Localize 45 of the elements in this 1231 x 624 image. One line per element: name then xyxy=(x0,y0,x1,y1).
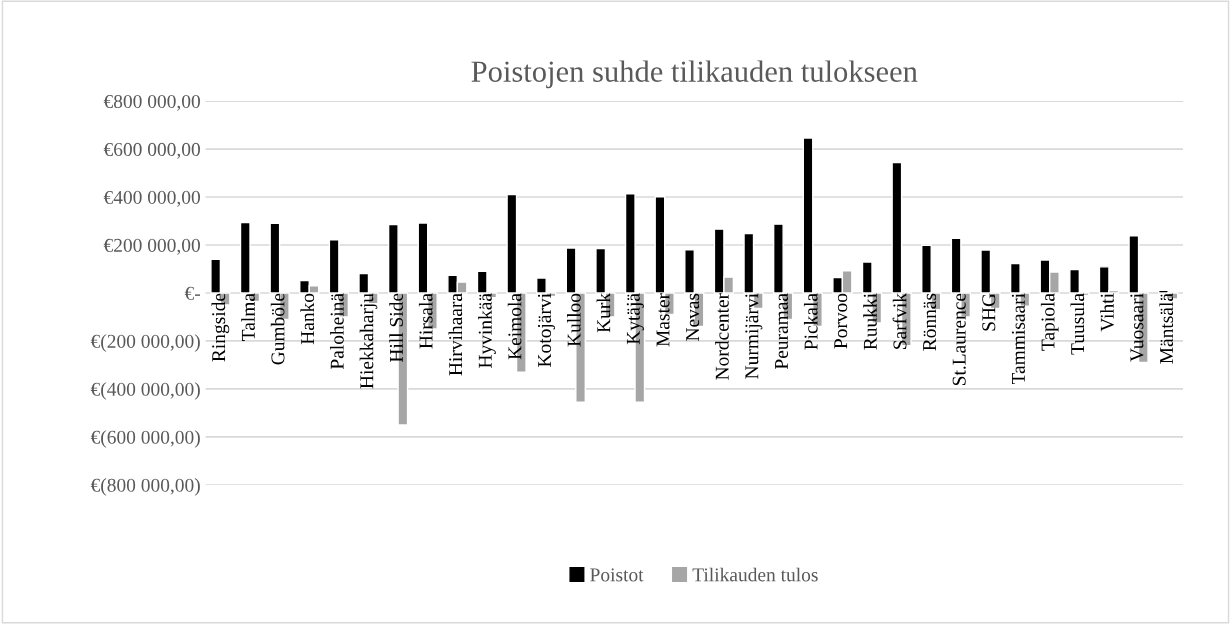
x-tick-label: Hanko xyxy=(300,293,315,345)
y-tick-label: €(800 000,00) xyxy=(90,478,200,496)
x-tick-label: Tapiola xyxy=(1040,293,1059,351)
x-tick-label: Porvoo xyxy=(834,293,848,349)
x-tick-label: Nordcenter xyxy=(715,293,729,380)
x-tick-label: Nurmijärvi xyxy=(745,293,763,379)
x-tick-label: Peuramaa xyxy=(775,293,789,370)
x-tick-label: Rönnäs xyxy=(923,293,937,351)
x-tick-label: Master xyxy=(656,293,670,347)
chart-title: Poistojen suhde tilikauden tulokseen xyxy=(471,60,918,89)
x-tick-label: Hyvinkää xyxy=(478,293,496,369)
x-tick-label: Kurk xyxy=(596,292,611,333)
x-tick-label: Gumböle xyxy=(270,293,285,365)
x-tick-label: Kotojärvi xyxy=(537,293,556,367)
x-tick-label: Vihti xyxy=(1100,293,1114,332)
x-tick-label: Vuosaari xyxy=(1130,293,1144,362)
legend-label: Tilikauden tulos xyxy=(692,567,818,582)
y-tick-label: €(200 000,00) xyxy=(90,334,200,352)
y-tick-label: €800 000,00 xyxy=(103,94,200,111)
x-tick-label: Ringside xyxy=(211,293,230,362)
x-tick-label: Paloheinä xyxy=(330,293,344,370)
x-tick-label: Hiekkaharju xyxy=(359,293,378,389)
x-tick-label: Pickala xyxy=(803,293,818,350)
x-tick-label: Hill Side xyxy=(389,293,403,363)
y-tick-label: €600 000,00 xyxy=(103,142,200,159)
x-tick-label: Mäntsälä xyxy=(1159,293,1174,364)
x-tick-label: SHG xyxy=(982,293,996,331)
y-tick-label: €(600 000,00) xyxy=(90,430,200,448)
x-tick-label: St.Laurence xyxy=(952,293,966,386)
x-tick-label: Kulloo xyxy=(566,293,581,347)
x-tick-label: Ruukki xyxy=(863,293,877,350)
x-tick-label: Tammisaari xyxy=(1011,293,1025,385)
y-tick-label: €- xyxy=(184,286,201,300)
x-tick-label: Nevas xyxy=(686,293,700,341)
y-tick-label: €200 000,00 xyxy=(103,238,200,255)
y-tick-label: €400 000,00 xyxy=(103,190,200,207)
x-tick-label: Talma xyxy=(241,293,255,341)
x-tick-label: Tuusula xyxy=(1070,293,1085,355)
x-tick-label: Hirvihaara xyxy=(448,293,463,376)
x-tick-label: Hirsala xyxy=(418,293,433,349)
x-tick-label: Sarfvik xyxy=(892,292,907,349)
y-tick-label: €(400 000,00) xyxy=(90,382,200,400)
x-tick-label: Keimola xyxy=(507,293,522,360)
x-tick-label: Kytäjä xyxy=(626,293,644,345)
legend-label: Poistot xyxy=(590,568,644,582)
